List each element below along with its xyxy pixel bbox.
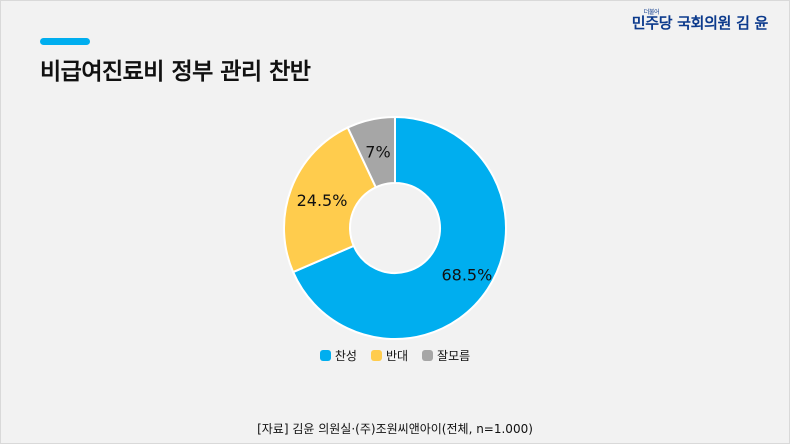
legend-swatch-2 — [422, 350, 434, 361]
chart-slices — [283, 115, 507, 340]
source-note: [자료] 김윤 의원실·(주)조원씨앤아이(전체, n=1.000) — [257, 422, 533, 436]
brand-logo: 더불어 민주당 국회의원 김 윤 — [631, 9, 769, 33]
slice-label-1: 24.5% — [297, 191, 348, 210]
legend-item-2: 잘모름 — [422, 347, 470, 364]
title-accent-bar — [40, 38, 90, 45]
legend-swatch-1 — [370, 350, 382, 361]
slice-label-0: 68.5% — [441, 266, 492, 285]
legend-label-2: 잘모름 — [437, 349, 471, 363]
page-title: 비급여진료비 정부 관리 찬반 — [40, 59, 311, 85]
brand-member: 국회의원 김 윤 — [677, 14, 768, 32]
chart-legend: 찬성 반대 잘모름 — [0, 347, 790, 364]
slice-2 — [346, 115, 396, 189]
legend-label-1: 반대 — [385, 349, 409, 363]
slice-label-2: 7% — [365, 142, 390, 161]
chart-slice-labels: 68.5% 24.5% 7% — [297, 142, 493, 284]
brand-party-name: 민주당 — [631, 14, 673, 32]
slice-1 — [283, 126, 378, 274]
brand-party: 더불어 민주당 — [631, 9, 677, 32]
legend-swatch-0 — [319, 350, 331, 361]
slice-0 — [291, 115, 507, 340]
legend-item-0: 찬성 — [319, 347, 357, 364]
legend-item-1: 반대 — [370, 347, 409, 364]
brand-party-small: 더불어 — [643, 9, 660, 16]
legend-label-0: 찬성 — [334, 349, 357, 363]
